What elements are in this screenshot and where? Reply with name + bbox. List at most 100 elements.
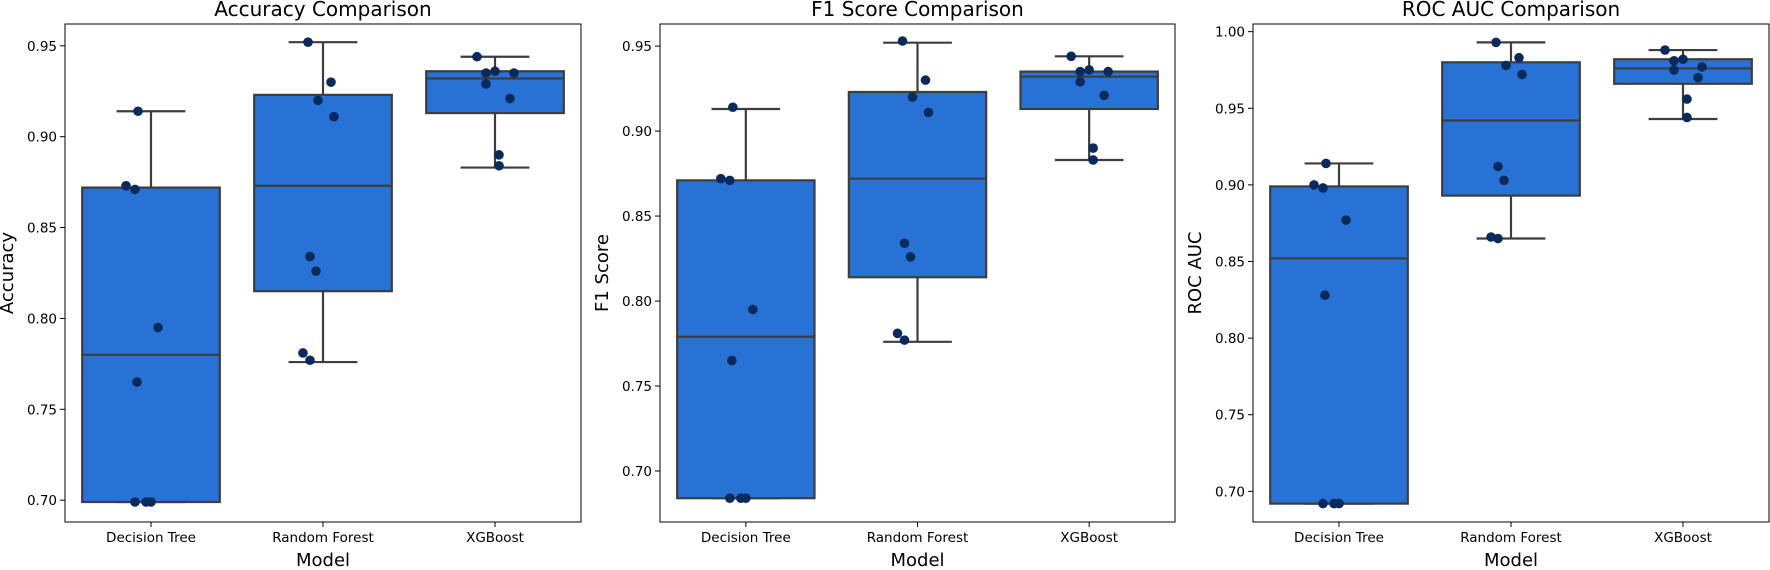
box-random-forest: [1441, 41, 1581, 240]
data-point: [1103, 66, 1113, 77]
data-point: [494, 160, 504, 171]
data-point: [313, 95, 323, 106]
data-point: [153, 322, 163, 333]
data-point: [1501, 60, 1511, 71]
y-tick-label: 0.75: [622, 379, 652, 395]
box-random-forest: [847, 41, 988, 343]
box-body: [81, 186, 221, 504]
data-point: [494, 150, 504, 160]
data-point: [892, 328, 903, 339]
data-point: [1682, 112, 1692, 123]
y-axis-label: Accuracy: [0, 232, 18, 315]
data-point: [1678, 54, 1688, 65]
data-point: [899, 238, 910, 249]
data-point: [1491, 37, 1501, 48]
y-tick-label: 0.90: [622, 124, 652, 140]
x-tick-label: Decision Tree: [106, 530, 196, 546]
data-point: [133, 106, 143, 117]
data-point: [490, 66, 500, 77]
data-point: [1309, 180, 1319, 190]
y-tick-label: 0.75: [1215, 408, 1245, 424]
data-point: [311, 266, 321, 276]
data-point: [1493, 233, 1503, 244]
data-point: [1669, 65, 1679, 75]
data-point: [1334, 498, 1344, 509]
data-point: [505, 93, 515, 104]
chart-title: ROC AUC Comparison: [1402, 0, 1620, 21]
data-point: [130, 184, 140, 195]
data-point: [1499, 175, 1509, 186]
y-tick-label: 1.00: [1215, 25, 1245, 41]
data-point: [923, 107, 934, 118]
y-axis-label: F1 Score: [592, 234, 613, 312]
data-point: [1318, 498, 1328, 509]
data-point: [326, 77, 336, 87]
box-decision-tree: [676, 107, 816, 500]
x-tick-label: Random Forest: [272, 530, 374, 546]
data-point: [748, 304, 758, 315]
x-tick-label: Decision Tree: [1294, 530, 1384, 546]
data-point: [509, 68, 519, 78]
data-point: [1075, 76, 1085, 87]
data-point: [725, 493, 735, 504]
data-point: [1088, 143, 1098, 153]
x-tick-label: XGBoost: [466, 530, 524, 546]
box-body: [1441, 61, 1581, 197]
box-body: [253, 93, 393, 293]
y-tick-label: 0.85: [622, 209, 652, 225]
y-tick-label: 0.75: [27, 402, 57, 418]
data-point: [1075, 66, 1085, 77]
data-point: [146, 497, 156, 507]
y-tick-label: 0.95: [27, 39, 57, 55]
y-tick-label: 0.80: [1215, 331, 1245, 347]
box-body: [1269, 185, 1409, 505]
x-tick-label: Random Forest: [1460, 530, 1562, 546]
data-point: [121, 180, 131, 191]
x-tick-label: Random Forest: [867, 530, 969, 546]
data-point: [1321, 158, 1331, 169]
box-body: [847, 90, 988, 279]
data-point: [1084, 65, 1094, 75]
data-point: [1320, 290, 1330, 301]
data-point: [132, 377, 142, 387]
y-tick-label: 0.85: [27, 221, 57, 237]
chart-panel-2: 0.70 0.75 0.80 0.85 0.90 0.95 Decision Tree Ran…: [592, 0, 1176, 570]
x-axis-label: Model: [1484, 550, 1538, 570]
data-point: [481, 79, 491, 89]
data-point: [298, 348, 308, 358]
data-point: [1066, 51, 1076, 62]
data-point: [1697, 62, 1707, 72]
data-point: [1517, 69, 1527, 80]
box-body: [676, 179, 816, 500]
data-point: [1341, 215, 1351, 225]
y-tick-label: 0.70: [27, 493, 57, 509]
data-point: [899, 335, 910, 345]
data-point: [905, 252, 916, 262]
y-axis-label: ROC AUC: [1185, 231, 1206, 314]
x-axis-label: Model: [890, 550, 944, 570]
data-point: [727, 355, 737, 366]
y-tick-label: 0.95: [1215, 101, 1245, 117]
data-point: [1099, 90, 1109, 101]
data-point: [907, 92, 918, 102]
box-decision-tree: [81, 110, 221, 504]
y-tick-label: 0.80: [27, 311, 57, 327]
data-point: [305, 355, 315, 366]
chart-title: F1 Score Comparison: [811, 0, 1024, 21]
data-point: [897, 36, 908, 46]
data-point: [472, 51, 482, 62]
x-axis-label: Model: [296, 550, 350, 570]
data-point: [1493, 161, 1503, 172]
data-point: [1669, 55, 1679, 66]
data-point: [728, 102, 738, 113]
y-tick-label: 0.80: [622, 294, 652, 310]
data-point: [725, 175, 735, 186]
data-point: [741, 493, 751, 504]
x-tick-label: XGBoost: [1654, 530, 1712, 546]
data-point: [1318, 183, 1328, 193]
y-tick-label: 0.70: [622, 464, 652, 480]
data-point: [130, 497, 140, 507]
data-point: [1514, 52, 1524, 63]
y-tick-label: 0.90: [1215, 178, 1245, 194]
y-tick-label: 0.90: [27, 130, 57, 146]
